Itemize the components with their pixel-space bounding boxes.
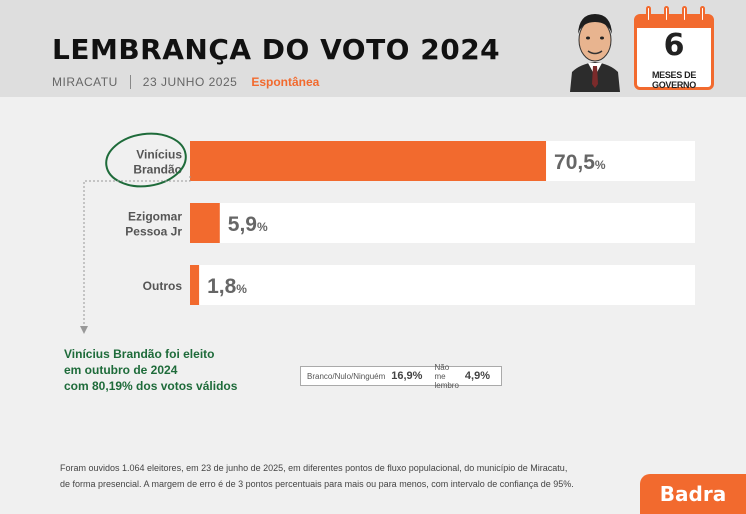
footer-line: Foram ouvidos 1.064 eleitores, em 23 de … [60,463,568,473]
calendar-ring-icon [664,6,669,22]
category-label: Ezigomar [128,210,182,224]
note-line: com 80,19% dos votos válidos [64,379,238,393]
footer-line: de forma presencial. A margem de erro é … [60,479,574,489]
calendar-ring-icon [646,6,651,22]
highlight-circle-annotation [105,132,187,188]
dont-remember-label: Não me lembro [434,362,459,390]
brand-logo: Badra [640,474,746,514]
page-title: LEMBRANÇA DO VOTO 2024 [52,33,501,66]
months-number: 6 [663,28,685,63]
methodology-footer: Foram ouvidos 1.064 eleitores, em 23 de … [60,460,574,492]
bar-track [190,203,695,243]
date-label: 23 JUNHO 2025 [142,75,238,89]
calendar-ring-icon [682,6,687,22]
unit-label: % [257,220,268,234]
dont-remember-value: 4,9% [464,370,490,382]
arrow-head-icon [80,326,88,334]
bar [190,203,220,243]
subtitle-line: MIRACATU 23 JUNHO 2025 Espontânea [52,75,319,89]
calendar-body [634,14,714,90]
mayor-portrait-illustration [570,14,620,92]
blank-null-value: 16,9% [391,370,423,382]
other-answers-box: Branco/Nulo/Ninguém 16,9% Não me lembro … [300,363,502,390]
unit-label: % [236,282,247,296]
divider [129,75,131,89]
annotation-arrow-line [83,176,191,328]
category-label: Brandão [133,163,182,177]
data-label: 70,5% [554,151,606,174]
category-label: Vinícius [136,148,182,162]
category-label: Outros [143,279,183,293]
blank-null-label: Branco/Nulo/Ninguém [307,371,386,381]
header-band: LEMBRANÇA DO VOTO 2024 MIRACATU 23 JUNHO… [0,0,746,97]
calendar-ring-icon [700,6,705,22]
bar [190,141,547,181]
months-label: MESES DE GOVERNO [651,70,697,90]
city-label: MIRACATU [52,75,118,89]
calendar-badge: 6 MESES DE GOVERNO [634,6,714,90]
note-line: Vinícius Brandão foi eleito [64,347,215,361]
election-note: Vinícius Brandão foi eleito em outubro d… [64,346,237,394]
unit-label: % [595,158,606,172]
survey-type-label: Espontânea [251,75,320,89]
category-label: Pessoa Jr [125,225,182,239]
note-line: em outubro de 2024 [64,363,178,377]
bar [190,265,200,305]
bar-track [190,265,695,305]
